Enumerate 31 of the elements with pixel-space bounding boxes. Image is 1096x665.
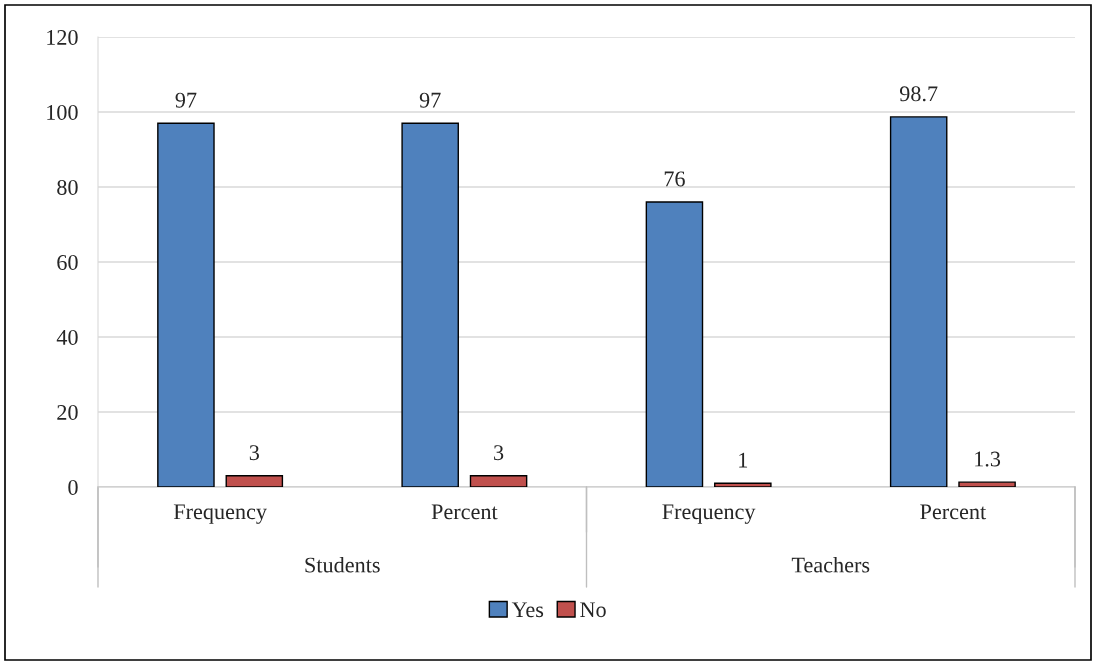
bar xyxy=(958,481,1016,487)
y-tick-label: 0 xyxy=(68,479,78,495)
y-tick-label: 80 xyxy=(57,179,78,195)
y-tick-label: 40 xyxy=(56,329,78,345)
bar xyxy=(714,482,772,487)
data-label: 97 xyxy=(419,92,441,108)
data-label: 1.3 xyxy=(975,451,1001,467)
data-label: 3 xyxy=(249,445,260,461)
bar xyxy=(469,475,528,487)
data-label: 97 xyxy=(175,92,197,108)
x-tick-label: Frequency xyxy=(662,504,756,524)
legend-label: Yes xyxy=(511,602,544,618)
bar xyxy=(889,116,948,487)
y-tick-label: 120 xyxy=(47,29,78,45)
x-tick-label: Frequency xyxy=(173,504,267,524)
data-label: 98.7 xyxy=(899,86,938,102)
data-label: 76 xyxy=(664,171,685,187)
y-tick-label: 20 xyxy=(57,404,78,420)
bar xyxy=(401,122,459,487)
bar xyxy=(645,201,704,487)
y-tick-label: 60 xyxy=(57,254,78,270)
x-tick-label: Percent xyxy=(920,504,987,520)
x-tick-label: Percent xyxy=(431,504,498,520)
bar xyxy=(157,122,215,487)
legend-label: No xyxy=(580,602,606,618)
data-label: 3 xyxy=(494,445,504,461)
text: Students xyxy=(305,556,380,573)
y-tick-label: 100 xyxy=(47,104,78,120)
data-label: 1 xyxy=(739,452,748,468)
text: Teachers xyxy=(791,556,870,573)
bar xyxy=(225,475,284,487)
